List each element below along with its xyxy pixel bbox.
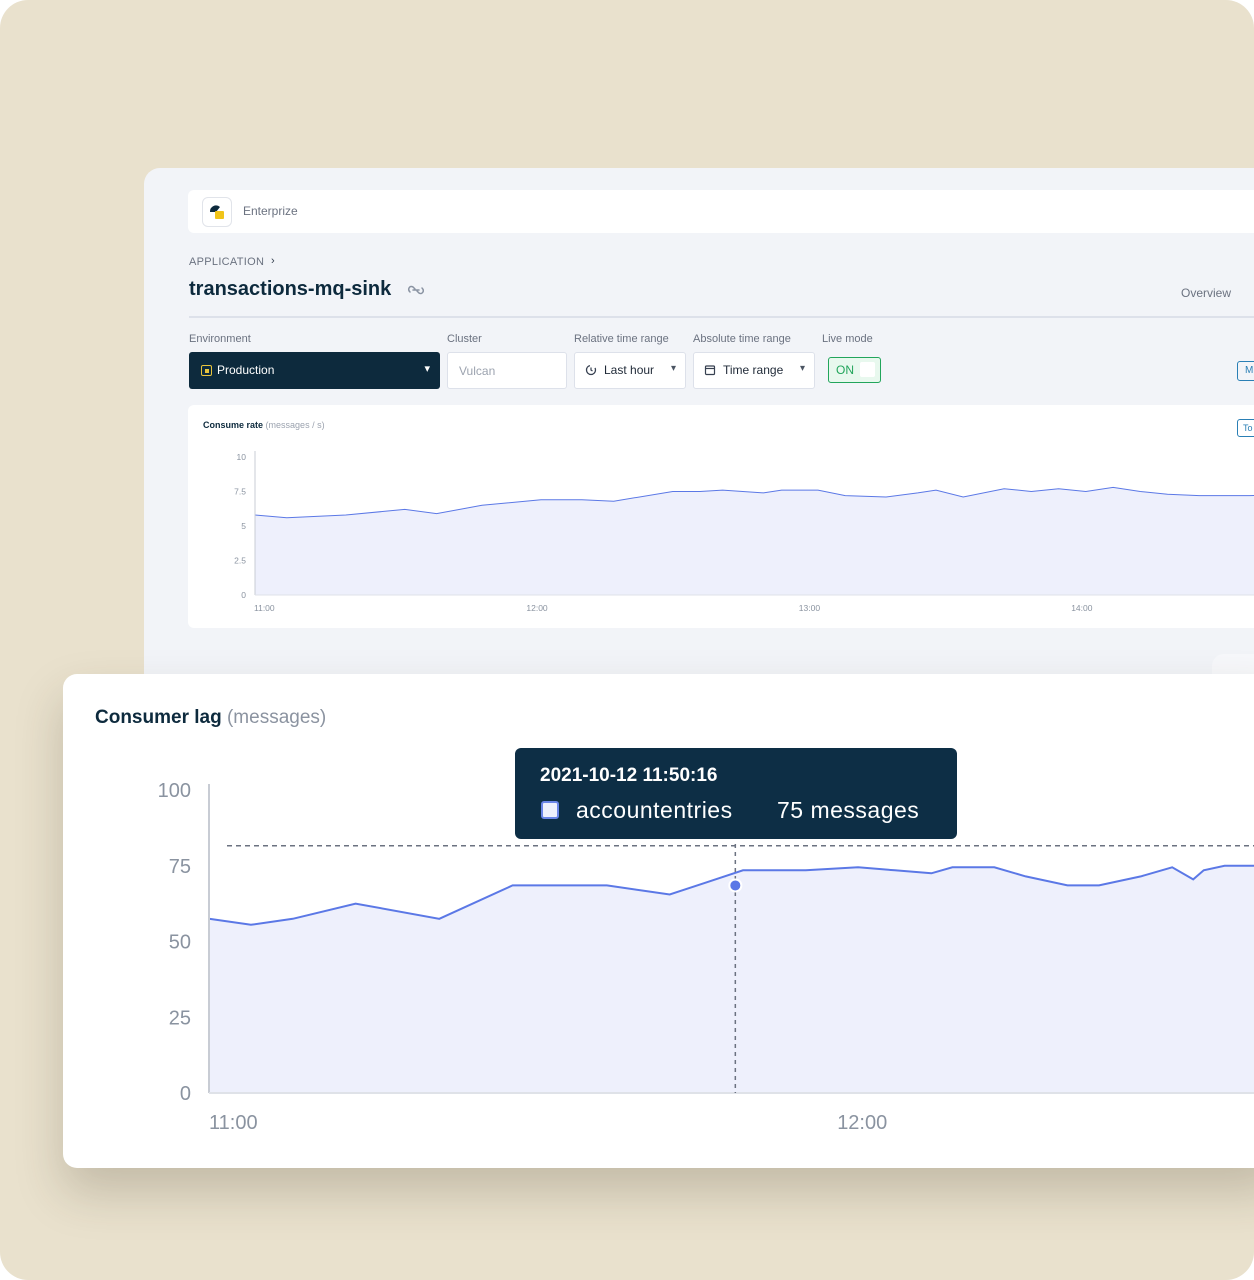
- consume-rate-chart: 10 7.5 5 2.5 0 11:00 12:00 13:00 14:00: [234, 451, 1254, 613]
- relative-time-select[interactable]: Last hour ▾: [574, 352, 686, 389]
- y-tick-label: 2.5: [234, 555, 246, 565]
- chevron-right-icon: ›: [271, 255, 275, 267]
- to-badge[interactable]: To: [1237, 419, 1254, 437]
- live-mode-toggle[interactable]: ON: [828, 357, 881, 383]
- company-name: Enterprize: [243, 204, 298, 218]
- series-line: [254, 486, 1254, 519]
- clock-icon: [585, 364, 597, 376]
- chevron-down-icon: ▾: [424, 363, 430, 375]
- top-bar: Enterprize: [188, 190, 1254, 233]
- tab-overview[interactable]: Overview: [1181, 286, 1232, 300]
- cluster-placeholder: Vulcan: [459, 364, 496, 378]
- series-area: [255, 487, 1254, 595]
- chart-tooltip: 2021-10-12 11:50:16 accountentries 75 me…: [515, 748, 957, 839]
- m-badge[interactable]: M: [1237, 361, 1254, 381]
- x-tick-label: 12:00: [837, 1112, 887, 1134]
- tooltip-series-name: accountentries: [576, 797, 733, 823]
- y-tick-label: 7.5: [234, 486, 246, 496]
- toggle-knob: [860, 362, 875, 377]
- live-mode-value: ON: [836, 363, 854, 377]
- y-tick-label: 25: [169, 1007, 191, 1029]
- environment-icon: [201, 365, 212, 376]
- environment-value: Production: [217, 363, 275, 377]
- consumer-lag-title: Consumer lag (messages): [95, 707, 327, 728]
- x-tick-label: 14:00: [1071, 603, 1093, 613]
- y-tick-label: 10: [237, 452, 247, 462]
- relative-time-label: Relative time range: [574, 333, 669, 345]
- y-tick-label: 100: [158, 780, 191, 802]
- y-tick-label: 5: [241, 521, 246, 531]
- absolute-time-label: Absolute time range: [693, 333, 791, 345]
- environment-label: Environment: [189, 333, 251, 345]
- environment-select[interactable]: Production ▾: [189, 352, 440, 389]
- y-tick-label: 50: [169, 932, 191, 954]
- consumer-lag-chart[interactable]: 100 75 50 25 0 11:00 12:00: [63, 674, 1254, 1168]
- x-tick-label: 12:00: [526, 603, 548, 613]
- tooltip-timestamp: 2021-10-12 11:50:16: [540, 765, 718, 786]
- tooltip-value: 75 messages: [777, 797, 920, 823]
- live-mode-label: Live mode: [822, 333, 873, 345]
- x-tick-label: 11:00: [254, 603, 275, 613]
- page-title: transactions-mq-sink: [189, 278, 392, 300]
- link-icon[interactable]: [406, 280, 426, 300]
- y-tick-label: 75: [169, 856, 191, 878]
- cluster-input[interactable]: Vulcan: [447, 352, 567, 389]
- company-logo[interactable]: [202, 197, 232, 227]
- x-tick-label: 11:00: [209, 1112, 258, 1134]
- relative-time-value: Last hour: [604, 363, 655, 377]
- y-tick-label: 0: [180, 1083, 191, 1105]
- consumer-lag-unit: (messages): [226, 707, 327, 728]
- application-window: Enterprize APPLICATION › transactions-mq…: [144, 168, 1254, 728]
- series-area: [209, 865, 1254, 1093]
- absolute-time-select[interactable]: Time range ▾: [693, 352, 815, 389]
- series-line: [208, 864, 1254, 926]
- chevron-down-icon: ▾: [799, 363, 805, 374]
- consumer-lag-card: 100 75 50 25 0 11:00 12:00 Consumer lag (messa…: [63, 674, 1254, 1168]
- consume-rate-unit: (messages / s): [265, 420, 325, 430]
- x-tick-label: 13:00: [799, 603, 821, 613]
- hover-point: [728, 878, 743, 893]
- breadcrumb[interactable]: APPLICATION: [189, 256, 265, 268]
- consume-rate-title: Consume rate (messages / s): [203, 420, 325, 430]
- series-swatch: [541, 801, 559, 819]
- cluster-label: Cluster: [447, 333, 482, 345]
- absolute-time-value: Time range: [723, 363, 784, 377]
- y-tick-label: 0: [241, 590, 246, 600]
- divider: [189, 316, 1254, 318]
- consume-rate-card: 10 7.5 5 2.5 0 11:00 12:00 13:00 14:00 Consume r…: [188, 405, 1254, 628]
- chevron-down-icon: ▾: [670, 363, 676, 374]
- calendar-icon: [704, 365, 716, 376]
